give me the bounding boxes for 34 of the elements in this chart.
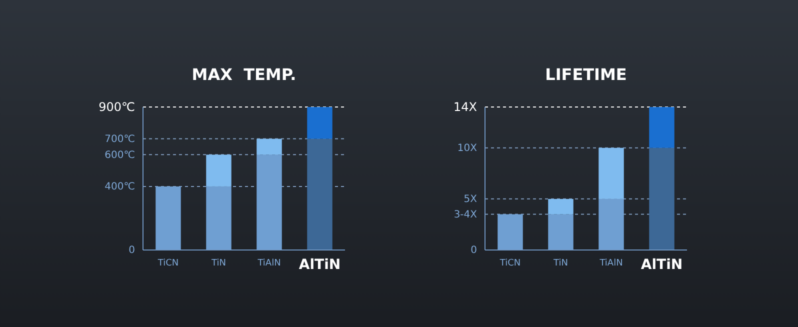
bar (307, 107, 332, 139)
bar (598, 148, 624, 199)
y-tick-label: 0 (128, 245, 135, 256)
bar (206, 186, 232, 250)
x-tick-label: TiAlN (256, 258, 281, 268)
y-tick-label: 14X (454, 100, 477, 114)
chart-title: MAX TEMP. (192, 65, 296, 84)
y-tick-label: 600℃ (104, 150, 135, 161)
bar (598, 198, 624, 250)
x-tick-label: TiN (210, 258, 226, 268)
chart-title: LIFETIME (545, 65, 627, 84)
bar (548, 214, 574, 250)
bar (498, 214, 523, 250)
bar (256, 154, 282, 250)
bar (206, 154, 232, 186)
bar (649, 148, 674, 250)
x-tick-label: AlTiN (640, 256, 683, 273)
x-tick-label: TiN (552, 258, 568, 268)
bar (307, 138, 332, 250)
x-tick-label: TiCN (156, 258, 179, 268)
x-tick-label: TiAlN (598, 258, 623, 268)
y-tick-label: 3-4X (454, 209, 478, 220)
y-tick-label: 400℃ (104, 182, 135, 193)
y-tick-label: 700℃ (104, 134, 135, 145)
x-tick-label: AlTiN (298, 256, 341, 273)
bar (548, 198, 574, 214)
y-tick-label: 900℃ (98, 100, 135, 114)
bar (649, 107, 674, 148)
y-tick-label: 10X (457, 143, 478, 154)
y-tick-label: 0 (470, 245, 477, 256)
bar (256, 138, 282, 155)
y-tick-label: 5X (464, 194, 478, 206)
bar (156, 186, 181, 250)
x-tick-label: TiCN (498, 258, 521, 268)
